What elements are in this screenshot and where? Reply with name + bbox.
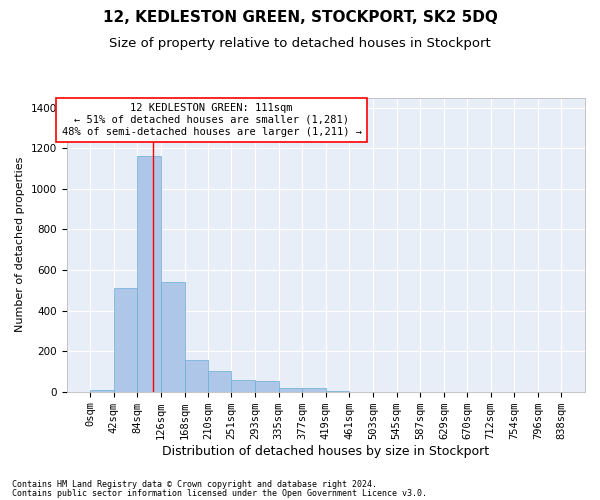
Bar <box>137 156 161 392</box>
Bar <box>326 390 349 392</box>
Bar <box>114 288 137 392</box>
Bar <box>208 372 231 392</box>
Text: Size of property relative to detached houses in Stockport: Size of property relative to detached ho… <box>109 38 491 51</box>
Bar <box>90 390 114 392</box>
Text: 12, KEDLESTON GREEN, STOCKPORT, SK2 5DQ: 12, KEDLESTON GREEN, STOCKPORT, SK2 5DQ <box>103 10 497 25</box>
Bar <box>161 282 185 392</box>
Y-axis label: Number of detached properties: Number of detached properties <box>15 157 25 332</box>
Bar <box>278 388 302 392</box>
X-axis label: Distribution of detached houses by size in Stockport: Distribution of detached houses by size … <box>162 444 490 458</box>
Text: Contains HM Land Registry data © Crown copyright and database right 2024.: Contains HM Land Registry data © Crown c… <box>12 480 377 489</box>
Text: 12 KEDLESTON GREEN: 111sqm
← 51% of detached houses are smaller (1,281)
48% of s: 12 KEDLESTON GREEN: 111sqm ← 51% of deta… <box>62 104 362 136</box>
Bar <box>302 388 326 392</box>
Bar <box>255 380 278 392</box>
Bar <box>185 360 208 392</box>
Text: Contains public sector information licensed under the Open Government Licence v3: Contains public sector information licen… <box>12 489 427 498</box>
Bar <box>231 380 255 392</box>
